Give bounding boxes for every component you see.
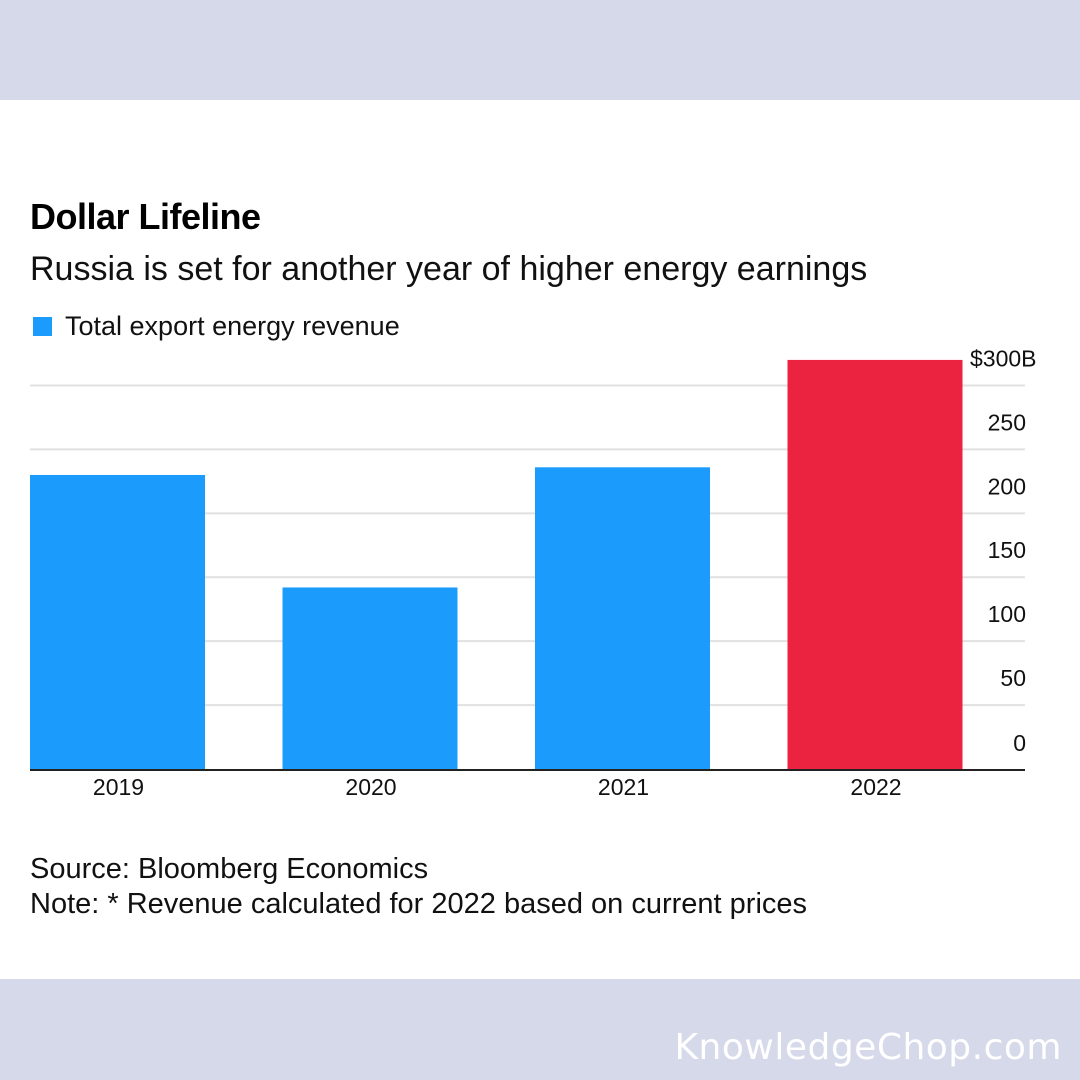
footnote: Note: * Revenue calculated for 2022 base… (30, 888, 808, 920)
bottom-frame-band (0, 979, 1080, 1080)
y-tick-label: 0 (1013, 730, 1026, 756)
y-tick-label: 150 (988, 537, 1026, 563)
bar-chart: 0 50 100 150 200 250 $300B 2019 2020 2021 2022 (30, 345, 1037, 800)
y-tick-label: 50 (1000, 665, 1026, 691)
x-tick-label: 2020 (345, 774, 396, 800)
chart-title: Dollar Lifeline (30, 196, 261, 237)
chart-subtitle: Russia is set for another year of higher… (30, 250, 868, 288)
bar (535, 467, 710, 769)
legend-label: Total export energy revenue (65, 311, 400, 341)
chart-legend: Total export energy revenue (33, 311, 400, 342)
y-tick-label: 200 (988, 473, 1026, 499)
x-tick-label: 2022 (850, 774, 901, 800)
watermark-text: KnowledgeChop.com (674, 1027, 1062, 1068)
y-tick-label: 100 (988, 601, 1026, 627)
x-tick-label: 2021 (598, 774, 649, 800)
bar (787, 359, 963, 769)
y-tick-label: $300B (970, 345, 1037, 371)
source-note: Source: Bloomberg Economics (30, 853, 429, 885)
x-tick-label: 2019 (93, 774, 144, 800)
top-frame-band (0, 0, 1080, 100)
bar (30, 474, 205, 769)
y-tick-label: 250 (988, 409, 1026, 435)
bar (282, 587, 458, 769)
legend-swatch (33, 317, 52, 336)
